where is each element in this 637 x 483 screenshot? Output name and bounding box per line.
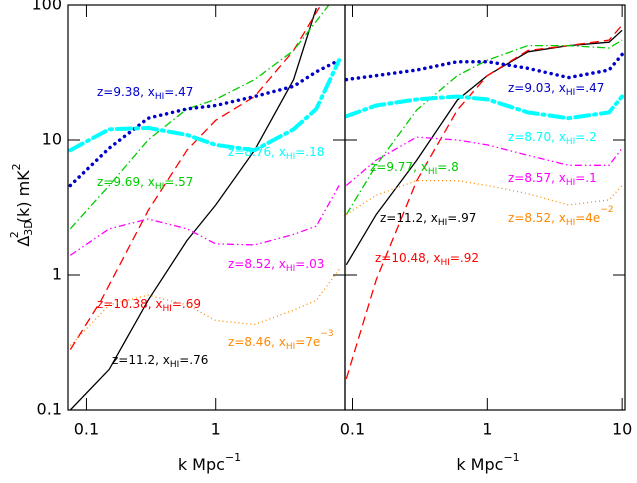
series-label: z=8.52, xHI=.03 — [228, 257, 324, 274]
series-line — [345, 39, 623, 215]
x-label-text: k Mpc — [178, 455, 225, 474]
y-tick-label: 1 — [52, 265, 62, 284]
series-line — [68, 58, 342, 153]
series-label: z=8.46, xHI=7e−3 — [228, 329, 334, 352]
x-label-text: k Mpc — [456, 455, 503, 474]
y-label-text: Δ — [14, 236, 33, 247]
series-label: z=8.57, xHI=.1 — [508, 171, 597, 188]
x-tick-label: 0.1 — [340, 420, 365, 439]
series-label: z=9.69, xHI=.57 — [97, 175, 193, 192]
x-axis-label: k Mpc−1 — [178, 451, 241, 474]
series-label: z=10.48, xHI=.92 — [375, 251, 479, 268]
label-text: =.57 — [164, 175, 193, 189]
x-tick-label: 0.1 — [74, 420, 99, 439]
label-text: =.18 — [295, 145, 324, 159]
series-label: z=11.2, xHI=.97 — [380, 211, 476, 228]
plot-frame — [67, 4, 346, 411]
label-text: z=8.70, x — [508, 130, 566, 144]
series-line — [69, 7, 317, 410]
y-tick-label: 0.1 — [37, 400, 62, 419]
y-label-superscript: 2 — [10, 163, 23, 170]
series-line — [69, 5, 330, 230]
label-text: z=10.48, x — [375, 251, 440, 265]
label-subscript: HI — [428, 167, 437, 177]
y-label-text: (k) mK — [14, 170, 33, 223]
label-subscript: HI — [286, 264, 295, 274]
label-text: =.8 — [437, 160, 459, 174]
label-text: z=9.38, x — [97, 85, 155, 99]
label-text: z=9.77, x — [370, 160, 428, 174]
series-label: z=9.38, xHI=.47 — [97, 85, 193, 102]
x-tick-label: 1 — [211, 420, 221, 439]
label-text: z=8.57, x — [508, 171, 566, 185]
label-subscript: HI — [566, 178, 575, 188]
series-line — [69, 185, 340, 256]
label-superscript: −2 — [600, 205, 613, 215]
label-text: =.69 — [172, 297, 201, 311]
label-text: z=8.46, x — [228, 335, 286, 349]
series-label: z=8.76, xHI=.18 — [228, 145, 324, 162]
label-text: =.92 — [450, 251, 479, 265]
series-line — [345, 29, 623, 266]
label-text: =.47 — [575, 81, 604, 95]
label-text: z=11.2, x — [112, 353, 170, 367]
label-subscript: HI — [286, 342, 295, 352]
series-line — [345, 94, 625, 121]
label-subscript: HI — [162, 304, 171, 314]
label-text: =7e — [295, 335, 320, 349]
label-text: z=8.76, x — [228, 145, 286, 159]
label-subscript: HI — [438, 218, 447, 228]
label-text: z=8.52, x — [508, 211, 566, 225]
label-text: z=9.03, x — [508, 81, 566, 95]
series-label: z=9.03, xHI=.47 — [508, 81, 604, 98]
series-line — [68, 58, 341, 188]
plot-frame — [344, 4, 626, 411]
series-line — [345, 52, 624, 82]
series-label: z=10.38, xHI=.69 — [97, 297, 201, 314]
y-label-subscript: 3D — [22, 220, 35, 235]
series-label: z=11.2, xHI=.76 — [112, 353, 208, 370]
label-subscript: HI — [566, 137, 575, 147]
label-subscript: HI — [566, 218, 575, 228]
label-text: =.97 — [447, 211, 476, 225]
series-line — [345, 179, 623, 216]
label-subscript: HI — [566, 88, 575, 98]
label-text: =.1 — [575, 171, 597, 185]
x-axis-label: k Mpc−1 — [456, 451, 519, 474]
y-tick-label: 10 — [42, 130, 62, 149]
label-text: z=8.52, x — [228, 257, 286, 271]
label-text: =.47 — [164, 85, 193, 99]
label-text: =4e — [575, 211, 600, 225]
label-superscript: −3 — [320, 329, 333, 339]
y-tick-label: 100 — [31, 0, 62, 14]
label-subscript: HI — [155, 182, 164, 192]
series-label: z=8.70, xHI=.2 — [508, 130, 597, 147]
x-tick-label: 10 — [612, 420, 632, 439]
x-tick-label: 1 — [482, 420, 492, 439]
series-label: z=9.77, xHI=.8 — [370, 160, 459, 177]
label-subscript: HI — [286, 152, 295, 162]
label-subscript: HI — [440, 258, 449, 268]
series-label: z=8.52, xHI=4e−2 — [508, 205, 614, 228]
label-text: =.2 — [575, 130, 597, 144]
label-subscript: HI — [170, 360, 179, 370]
series-line — [69, 5, 322, 350]
label-text: =.03 — [295, 257, 324, 271]
series-line — [345, 24, 623, 380]
label-text: z=10.38, x — [97, 297, 162, 311]
series-line — [345, 136, 623, 186]
label-text: z=11.2, x — [380, 211, 438, 225]
y-label-superscript: 2 — [8, 231, 21, 238]
label-text: z=9.69, x — [97, 175, 155, 189]
label-subscript: HI — [155, 92, 164, 102]
label-text: =.76 — [179, 353, 208, 367]
x-label-superscript: −1 — [503, 451, 519, 464]
x-label-superscript: −1 — [225, 451, 241, 464]
y-axis-label: Δ3D2(k) mK2 — [8, 163, 35, 246]
